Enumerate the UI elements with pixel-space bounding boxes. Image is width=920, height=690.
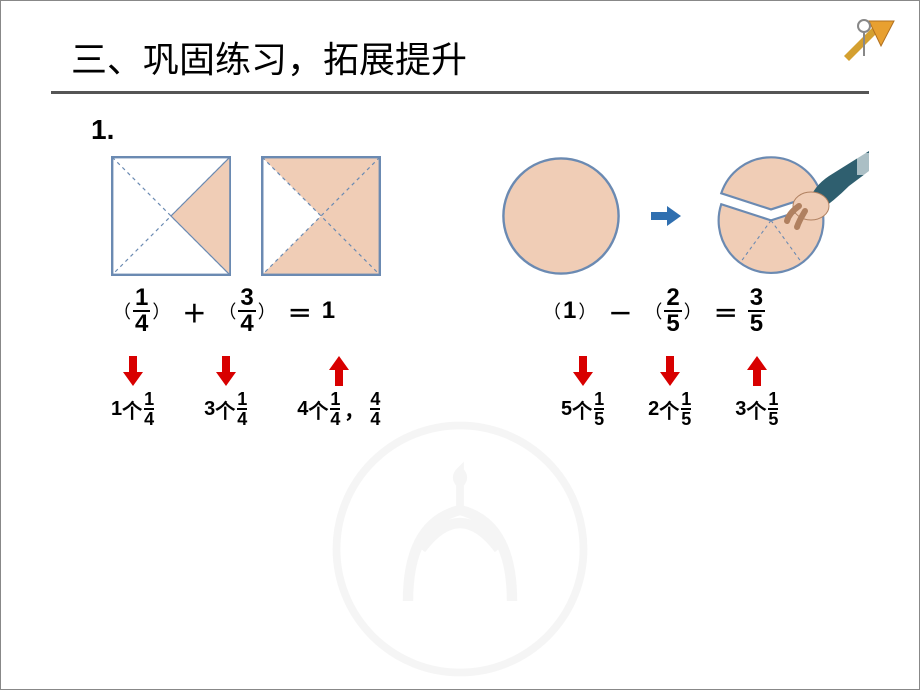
fraction: 25 [664, 286, 681, 336]
whole-one: 1 [563, 297, 576, 325]
unit-item: 5个15 [561, 356, 604, 428]
result-one: 1 [322, 297, 335, 325]
arrow-up-icon [329, 356, 349, 386]
equals-op: ＝ [714, 294, 738, 329]
diagrams-row [111, 156, 869, 276]
circle-whole [501, 156, 621, 276]
arrow-down-icon [573, 356, 593, 386]
units-row: 1个14 3个14 4个 14 ， 44 5个15 [111, 356, 869, 428]
arrow-right-icon [651, 206, 681, 226]
arrow-down-icon [660, 356, 680, 386]
unit-item: 3个15 [735, 356, 778, 428]
unit-item: 4个 14 ， 44 [297, 356, 380, 428]
divider [51, 91, 869, 94]
arrow-down-icon [123, 356, 143, 386]
fraction: 14 [133, 286, 150, 336]
hand-icon [759, 151, 869, 236]
unit-item: 1个14 [111, 356, 154, 428]
tools-icon [839, 11, 899, 61]
plus-op: ＋ [182, 294, 206, 329]
arrow-down-icon [216, 356, 236, 386]
watermark-icon [330, 419, 590, 679]
arrow-up-icon [747, 356, 767, 386]
unit-item: 3个14 [204, 356, 247, 428]
unit-item: 2个15 [648, 356, 691, 428]
fraction: 34 [238, 286, 255, 336]
equation-row: （ 14 ） ＋ （ 34 ） ＝ 1 （ 1 ） － （ 25 ） ＝ 35 [111, 286, 869, 336]
equals-op: ＝ [288, 294, 312, 329]
fraction: 35 [748, 286, 765, 336]
minus-op: － [608, 294, 632, 329]
square-quarter [111, 156, 231, 276]
square-three-quarter [261, 156, 381, 276]
slide: 三、巩固练习，拓展提升 1. [1, 1, 919, 689]
question-number: 1. [91, 114, 869, 146]
section-heading: 三、巩固练习，拓展提升 [71, 31, 869, 83]
